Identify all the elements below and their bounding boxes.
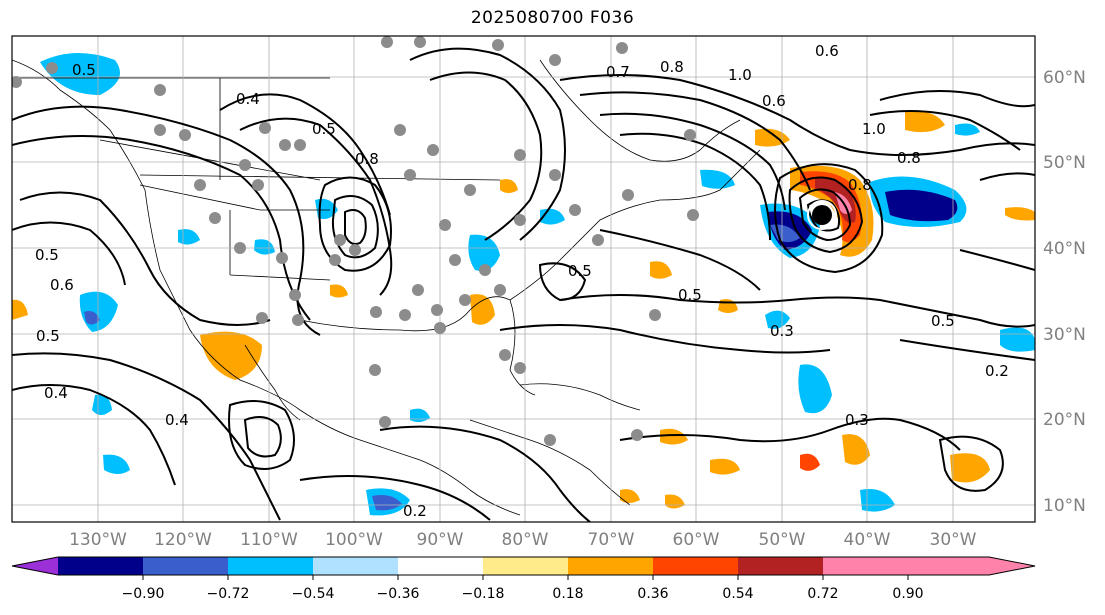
colorbar-outline [11,556,1036,576]
lat-label: 10°N [1043,496,1086,516]
contour-label: 0.3 [770,322,794,340]
contour-label: 0.5 [35,246,59,264]
lon-label: 40°W [844,530,891,550]
contour-label: 0.2 [985,362,1009,380]
lat-label: 60°N [1043,68,1086,88]
lat-label: 30°N [1043,325,1086,345]
contour-label: 1.0 [728,66,752,84]
colorbar-cell [313,557,398,575]
colorbar-tick-label: 0.90 [892,586,923,602]
colorbar-tick-label: −0.72 [207,586,250,602]
lon-label: 130°W [69,530,127,550]
map-panel [12,36,1035,522]
colorbar-cell [738,557,823,575]
colorbar-cell [228,557,313,575]
lon-label: 100°W [325,530,383,550]
colorbar-cell-extend-high [989,557,1035,575]
contour-label: 0.6 [762,92,786,110]
lon-label: 30°W [930,530,977,550]
contour-label: 0.5 [678,286,702,304]
colorbar-cell [823,557,989,575]
lat-label: 20°N [1043,410,1086,430]
colorbar-cell [58,557,143,575]
colorbar-cell [483,557,568,575]
contour-lines [12,47,1035,522]
colorbar: −0.90 −0.72 −0.54 −0.36 −0.18 0.18 0.36 … [11,556,1036,602]
station-dots [12,36,699,446]
colorbar-tick-label: 0.72 [807,586,838,602]
lon-label: 110°W [240,530,298,550]
contour-label: 0.5 [312,120,336,138]
lat-label: 50°N [1043,153,1086,173]
lon-label: 50°W [759,530,806,550]
contour-label: 0.6 [815,42,839,60]
map-frame [11,35,1036,523]
lon-label: 70°W [588,530,635,550]
colorbar-tick-label: −0.18 [462,586,505,602]
colorbar-tick-label: −0.90 [122,586,165,602]
contour-label: 0.8 [897,149,921,167]
contour-label: 0.6 [50,276,74,294]
contour-label: 0.5 [72,61,96,79]
contour-label: 1.0 [862,120,886,138]
contour-label: 0.5 [931,312,955,330]
colorbar-tick-label: 0.18 [552,586,583,602]
colorbar-cell [568,557,653,575]
colorbar-tick-label: −0.36 [377,586,420,602]
colorbar-tick-label: 0.54 [722,586,753,602]
colorbar-tick-label: −0.54 [292,586,335,602]
contour-label: 0.4 [236,90,260,108]
colorbar-cell [143,557,228,575]
coastlines [12,59,761,516]
colorbar-cell [398,557,483,575]
storm-center-ring [807,200,837,230]
storm-center-marker [812,205,832,225]
contour-label: 0.5 [568,262,592,280]
latitude-axis: 60°N 50°N 40°N 30°N 20°N 10°N [1043,68,1086,516]
colorbar-tick-label: 0.36 [637,586,668,602]
map-title: 2025080700 F036 [470,8,635,28]
contour-label: 0.2 [403,502,427,520]
contour-label: 0.4 [165,411,189,429]
colorbar-cell-extend-low [12,557,58,575]
lon-label: 90°W [417,530,464,550]
contour-label: 0.8 [660,58,684,76]
contour-label: 0.5 [36,327,60,345]
contour-label: 0.8 [355,150,379,168]
lon-label: 120°W [154,530,212,550]
contour-label: 0.3 [845,411,869,429]
contour-label: 0.7 [606,63,630,81]
lon-label: 80°W [502,530,549,550]
colorbar-ticks [142,575,909,580]
contour-label: 0.4 [44,384,68,402]
colorbar-cell [653,557,738,575]
contour-label-group: 0.5 0.4 0.5 0.8 0.7 0.8 1.0 0.6 0.6 1.0 … [35,42,1009,520]
lat-label: 40°N [1043,239,1086,259]
longitude-axis: 130°W 120°W 110°W 100°W 90°W 80°W 70°W 6… [69,530,977,550]
lon-label: 60°W [673,530,720,550]
contour-label: 0.8 [848,176,872,194]
